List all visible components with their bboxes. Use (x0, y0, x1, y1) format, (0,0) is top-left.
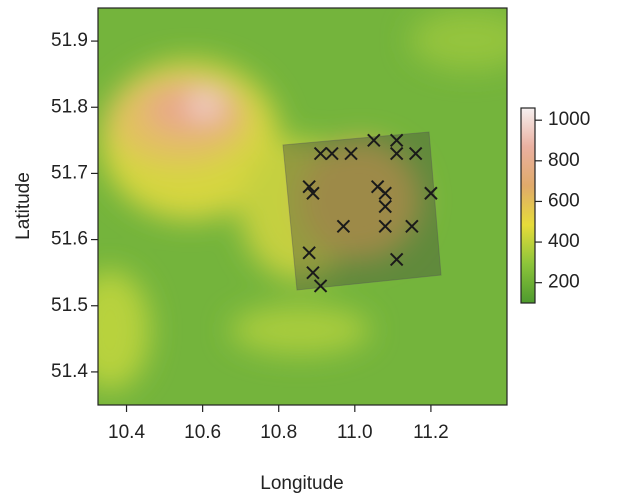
colorbar-tick-label: 800 (548, 150, 580, 171)
x-axis-label: Longitude (260, 473, 343, 494)
y-tick-label: 51.7 (51, 162, 88, 183)
chart: Longitude Latitude 10.4 10.6 10.8 11.0 11.2 5… (0, 0, 628, 496)
y-axis-label: Latitude (13, 172, 34, 240)
x-tick-label: 10.6 (184, 422, 221, 443)
y-tick-label: 51.8 (51, 96, 88, 117)
colorbar-tick-label: 1000 (548, 109, 590, 130)
y-tick-label: 51.9 (51, 30, 88, 51)
y-tick-label: 51.5 (51, 295, 88, 316)
colorbar (521, 108, 535, 303)
colorbar-tick-label: 600 (548, 190, 580, 211)
colorbar-tick-label: 200 (548, 272, 580, 293)
y-tick-label: 51.4 (51, 361, 88, 382)
x-tick-label: 11.0 (337, 422, 373, 443)
elevation-raster (70, 8, 530, 405)
x-tick-label: 11.2 (413, 422, 449, 443)
x-tick-label: 10.8 (260, 422, 297, 443)
y-tick-label: 51.6 (51, 229, 88, 250)
colorbar-axis: 200 400 600 800 1000 (535, 109, 590, 293)
colorbar-tick-label: 400 (548, 231, 580, 252)
x-tick-label: 10.4 (108, 422, 145, 443)
